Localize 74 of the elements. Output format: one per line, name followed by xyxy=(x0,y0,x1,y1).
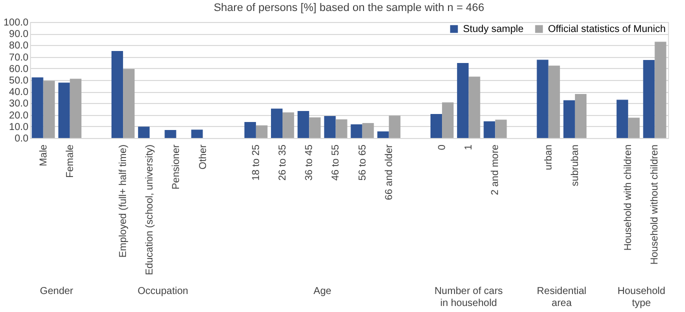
x-tick-label: 0 xyxy=(437,144,448,150)
bar xyxy=(362,123,374,138)
bar xyxy=(643,60,655,138)
y-tick-label: 20.0 xyxy=(9,110,29,122)
bar xyxy=(442,102,454,138)
bar xyxy=(495,120,507,138)
x-tick-label: 18 to 25 xyxy=(250,144,262,181)
x-tick-label: 66 and older xyxy=(384,144,395,200)
bar xyxy=(43,80,55,138)
y-tick-label: 60.0 xyxy=(9,64,29,75)
bar xyxy=(536,60,548,138)
x-tick-label: Other xyxy=(198,144,209,170)
x-tick-label: Household without children xyxy=(650,144,661,265)
bar xyxy=(563,100,575,138)
x-tick-label: 2 and more xyxy=(490,144,502,196)
bar xyxy=(336,119,348,138)
y-tick-label: 80.0 xyxy=(9,40,29,52)
x-tick-label: 36 to 45 xyxy=(304,144,316,181)
x-tick-label: Male xyxy=(38,144,50,166)
x-tick-label: Household with children xyxy=(623,144,634,251)
legend-label: Official statistics of Munich xyxy=(548,24,666,35)
x-tick-label: 46 to 55 xyxy=(330,144,342,181)
x-tick-label: Employed (full+ half time) xyxy=(118,144,130,258)
text: Number of cars in household xyxy=(434,286,503,309)
x-tick-label: 26 to 35 xyxy=(278,144,289,181)
bar xyxy=(616,100,628,138)
x-tick-label: urban xyxy=(543,144,554,170)
bar xyxy=(468,76,480,138)
y-tick-label: 30.0 xyxy=(9,98,29,110)
y-tick-label: 100.0 xyxy=(3,18,29,28)
x-tick-label: Education (school, university) xyxy=(144,144,156,276)
legend-label: Study sample xyxy=(463,24,524,35)
y-tick-label: 70.0 xyxy=(9,52,29,64)
text: Household type xyxy=(618,286,666,309)
bar xyxy=(309,117,321,138)
bar xyxy=(298,110,310,138)
bar xyxy=(282,112,294,138)
text: Residential area xyxy=(536,286,586,309)
x-tick-label: 1 xyxy=(464,144,475,150)
x-tick-label: 56 to 65 xyxy=(357,144,368,181)
bar xyxy=(58,82,70,138)
bar xyxy=(484,121,496,138)
y-tick-label: 50.0 xyxy=(9,76,29,86)
bar xyxy=(244,122,256,138)
y-tick-label: 40.0 xyxy=(9,87,29,98)
bar xyxy=(123,68,135,138)
bar xyxy=(654,42,666,138)
text: Age xyxy=(314,286,332,297)
y-tick-label: 10.0 xyxy=(9,122,29,133)
chart-title: Share of persons [%] based on the sample with n = 466 xyxy=(214,2,484,14)
bar xyxy=(324,116,336,138)
bar xyxy=(138,126,150,138)
bar xyxy=(164,130,176,138)
bar xyxy=(191,130,203,138)
x-tick-label: Female xyxy=(64,144,76,178)
x-tick-label: subruban xyxy=(570,144,581,186)
text: Gender xyxy=(40,286,74,297)
bar xyxy=(270,108,283,138)
bar xyxy=(111,51,124,138)
y-tick-label: 90.0 xyxy=(9,29,29,40)
text: Occupation xyxy=(138,286,188,297)
bar xyxy=(350,124,362,138)
bar xyxy=(430,114,442,138)
x-tick-label: Pensioner xyxy=(171,144,182,190)
bar xyxy=(457,62,469,138)
y-tick-label: 0.0 xyxy=(14,134,29,144)
bar xyxy=(377,131,389,138)
bar xyxy=(32,77,44,138)
bar xyxy=(70,78,82,138)
bar xyxy=(548,66,560,138)
bar xyxy=(628,118,640,138)
bar xyxy=(574,94,587,138)
bar xyxy=(256,125,268,138)
bar xyxy=(388,116,400,138)
